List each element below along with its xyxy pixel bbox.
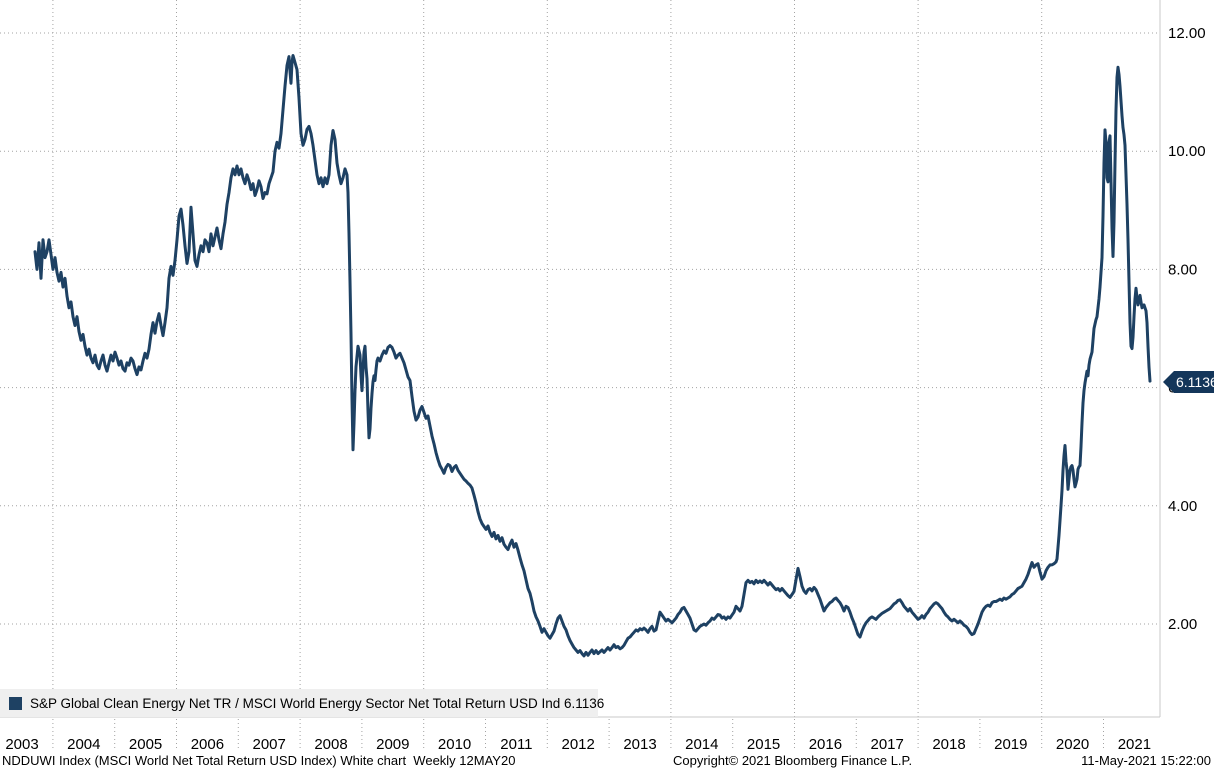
x-axis-label: 2018 — [932, 736, 965, 753]
plot-area[interactable] — [0, 0, 1160, 717]
x-axis-label: 2011 — [500, 736, 532, 753]
y-axis-label: 4.00 — [1168, 498, 1197, 515]
x-axis-label: 2003 — [5, 736, 38, 753]
x-axis-label: 2019 — [994, 736, 1027, 753]
x-axis-label: 2005 — [129, 736, 162, 753]
x-axis-label: 2020 — [1056, 736, 1089, 753]
y-axis-label: 2.00 — [1168, 616, 1197, 633]
x-axis-label: 2004 — [67, 736, 100, 753]
x-axis-label: 2016 — [809, 736, 842, 753]
x-axis-label: 2009 — [376, 736, 409, 753]
x-axis-label: 2010 — [438, 736, 471, 753]
x-axis-label: 2007 — [253, 736, 286, 753]
legend-label: S&P Global Clean Energy Net TR / MSCI Wo… — [30, 695, 605, 711]
x-axis-label: 2015 — [747, 736, 780, 753]
x-axis-label: 2008 — [314, 736, 347, 753]
x-axis-label: 2017 — [871, 736, 904, 753]
chart-legend[interactable]: S&P Global Clean Energy Net TR / MSCI Wo… — [0, 689, 604, 717]
y-axis-label: 12.00 — [1168, 25, 1206, 42]
series-swatch-icon — [9, 696, 22, 710]
status-bar: NDDUWI Index (MSCI World Net Total Retur… — [0, 753, 1214, 769]
status-security-info: NDDUWI Index (MSCI World Net Total Retur… — [2, 753, 516, 768]
last-value-badge: 6.1136 — [1163, 371, 1214, 393]
y-axis-label: 8.00 — [1168, 261, 1197, 278]
last-value-text: 6.1136 — [1176, 374, 1214, 390]
x-axis-label: 2021 — [1118, 736, 1151, 753]
x-axis-label: 2014 — [685, 736, 718, 753]
x-axis-label: 2006 — [191, 736, 224, 753]
series-line — [33, 54, 1152, 658]
y-axis-label: 10.00 — [1168, 143, 1206, 160]
status-datetime: 11-May-2021 15:22:00 — [1081, 753, 1211, 768]
status-copyright: Copyright© 2021 Bloomberg Finance L.P. — [673, 753, 913, 768]
x-axis-label: 2013 — [623, 736, 656, 753]
x-axis-label: 2012 — [562, 736, 595, 753]
